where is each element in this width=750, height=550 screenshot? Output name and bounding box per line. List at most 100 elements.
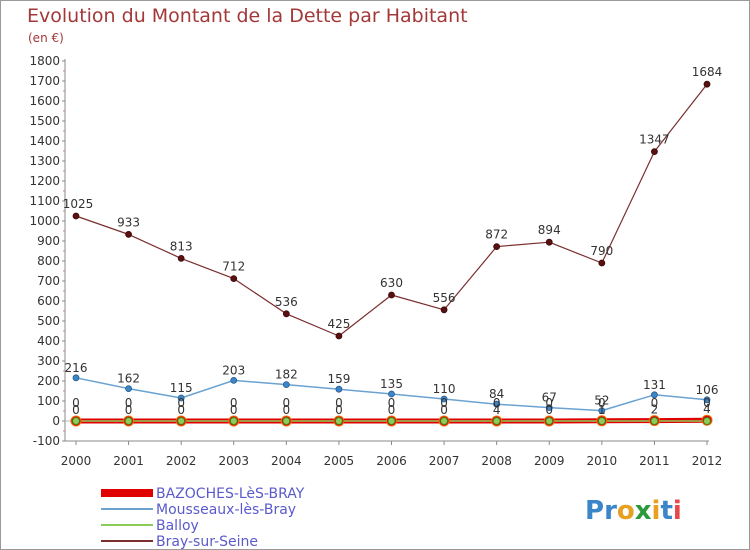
- x-tick-label: 2002: [166, 454, 197, 468]
- logo-letter: t: [660, 496, 672, 526]
- data-label: 0: [545, 403, 553, 417]
- data-label: 216: [65, 361, 88, 375]
- logo-letter: i: [652, 496, 661, 526]
- data-label: 106: [696, 383, 719, 397]
- data-point: [72, 212, 80, 220]
- data-label: 813: [170, 239, 193, 253]
- y-tick-label: 800: [37, 254, 60, 268]
- data-label: 0: [440, 396, 448, 410]
- x-tick-label: 2011: [639, 454, 670, 468]
- data-label: 159: [327, 372, 350, 386]
- data-point: [229, 417, 238, 425]
- y-tick-label: 1500: [29, 114, 60, 128]
- y-tick-label: 1200: [29, 174, 60, 188]
- data-point: [282, 417, 291, 425]
- data-label: 0: [125, 396, 133, 410]
- y-tick-label: 1700: [29, 74, 60, 88]
- x-tick-label: 2003: [218, 454, 249, 468]
- data-point: [440, 395, 448, 403]
- y-tick-label: 700: [37, 274, 60, 288]
- legend-label: Balloy: [156, 518, 199, 534]
- data-label: 0: [125, 403, 133, 417]
- x-tick-label: 2001: [113, 454, 144, 468]
- data-point: [545, 417, 554, 425]
- data-point: [230, 376, 238, 384]
- data-label: 0: [335, 403, 343, 417]
- x-tick-label: 2000: [61, 454, 92, 468]
- y-tick-label: 600: [37, 294, 60, 308]
- data-point: [282, 381, 290, 389]
- y-tick-label: 900: [37, 234, 60, 248]
- data-point: [388, 291, 395, 299]
- data-point: [72, 417, 80, 425]
- x-tick-label: 2004: [271, 454, 302, 468]
- data-label: 0: [598, 396, 606, 410]
- y-tick-label: 200: [37, 374, 60, 388]
- data-label: 0: [230, 396, 238, 410]
- data-label: 67: [542, 391, 557, 405]
- data-point: [230, 275, 238, 283]
- x-tick-label: 2007: [429, 454, 460, 468]
- data-label: 556: [433, 291, 456, 305]
- data-point: [598, 407, 606, 415]
- y-tick-label: 400: [37, 334, 60, 348]
- data-point: [440, 417, 449, 425]
- y-tick-label: 1300: [29, 154, 60, 168]
- data-label: 4: [703, 402, 711, 416]
- y-tick-label: 500: [37, 314, 60, 328]
- data-point: [388, 390, 395, 398]
- data-label: 790: [590, 244, 613, 258]
- data-label: 162: [117, 372, 140, 386]
- data-point: [177, 394, 185, 402]
- data-label: 0: [651, 396, 659, 410]
- y-tick-label: 1800: [29, 54, 60, 68]
- data-point: [597, 417, 606, 425]
- data-label: 0: [177, 396, 185, 410]
- logo-letter: P: [585, 496, 604, 526]
- data-point: [72, 374, 80, 382]
- data-label: 0: [335, 396, 343, 410]
- data-label: 131: [643, 378, 666, 392]
- logo-letter: r: [604, 496, 617, 526]
- data-label: 872: [485, 228, 508, 242]
- data-point: [703, 396, 711, 404]
- data-point: [703, 417, 711, 425]
- data-point: [493, 243, 501, 251]
- data-label: 0: [440, 403, 448, 417]
- data-label: 0: [230, 403, 238, 417]
- data-point: [334, 417, 343, 425]
- y-tick-label: 1000: [29, 214, 60, 228]
- data-point: [387, 417, 396, 425]
- y-tick-label: 300: [37, 354, 60, 368]
- x-tick-label: 2008: [481, 454, 512, 468]
- data-label: 1: [598, 403, 606, 417]
- data-point: [335, 385, 343, 393]
- x-tick-label: 2006: [376, 454, 407, 468]
- proxiti-logo: Proxiti: [585, 496, 682, 526]
- data-label: 0: [283, 396, 291, 410]
- data-point: [598, 259, 606, 267]
- data-label: 933: [117, 215, 140, 229]
- data-label: 0: [388, 403, 396, 417]
- data-point: [335, 332, 343, 340]
- data-label: 115: [170, 381, 193, 395]
- data-label: 0: [72, 403, 80, 417]
- chart-unit-label: (en €): [28, 31, 64, 45]
- data-label: 425: [327, 317, 350, 331]
- data-point: [124, 417, 133, 425]
- data-label: 0: [177, 403, 185, 417]
- data-label: 0: [493, 396, 501, 410]
- y-tick-label: 1600: [29, 94, 60, 108]
- data-point: [440, 306, 448, 314]
- data-point: [545, 404, 553, 412]
- data-label: 630: [380, 276, 403, 290]
- logo-letter: i: [673, 496, 682, 526]
- data-label: 84: [489, 387, 504, 401]
- data-point: [545, 238, 553, 246]
- data-label: 1025: [63, 197, 94, 211]
- data-point: [493, 400, 501, 408]
- data-label: 0: [283, 403, 291, 417]
- x-tick-label: 2009: [534, 454, 565, 468]
